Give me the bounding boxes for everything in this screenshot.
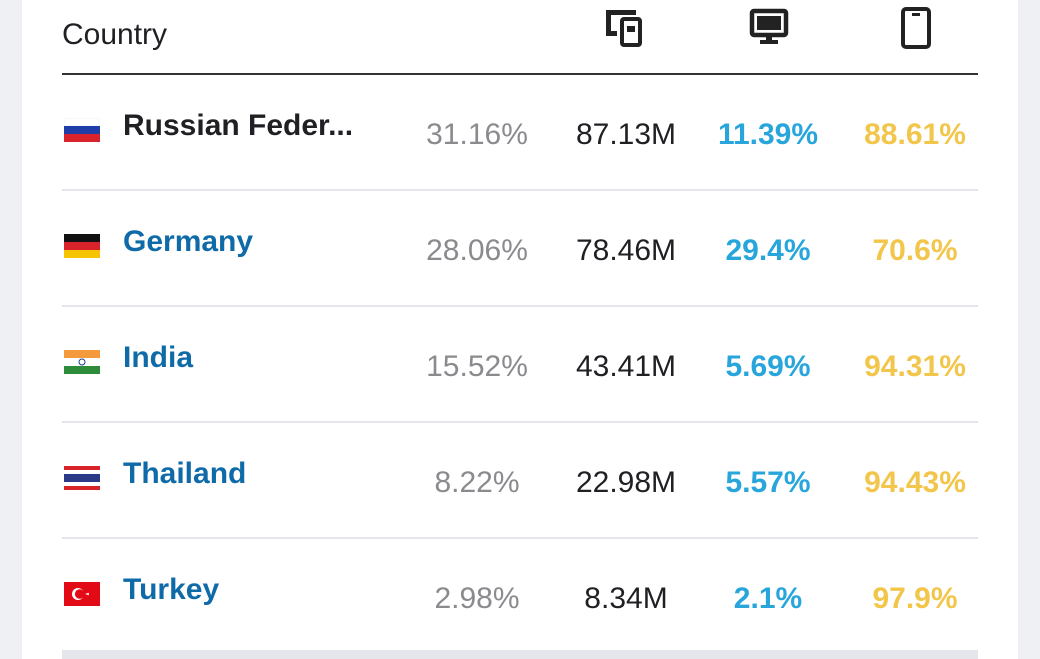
- desktop-icon[interactable]: [747, 6, 791, 50]
- all-devices-icon[interactable]: [603, 6, 647, 50]
- country-name[interactable]: Germany: [123, 225, 254, 258]
- table-footer-bar: [62, 650, 978, 659]
- traffic-share: 15.52%: [426, 350, 528, 383]
- table-row[interactable]: Germany 28.06% 78.46M 29.4% 70.6%: [62, 190, 978, 307]
- country-name[interactable]: Thailand: [123, 457, 247, 490]
- india-flag: [64, 350, 100, 374]
- country-name[interactable]: Russian Feder...: [123, 109, 354, 142]
- mobile-share: 70.6%: [872, 234, 958, 267]
- table-row[interactable]: Thailand 8.22% 22.98M 5.57% 94.43%: [62, 422, 978, 539]
- turkey-flag: [64, 582, 100, 606]
- visits-count: 87.13M: [575, 118, 677, 151]
- table-row[interactable]: India 15.52% 43.41M 5.69% 94.31%: [62, 306, 978, 423]
- germany-flag: [64, 234, 100, 258]
- mobile-share: 88.61%: [864, 118, 966, 151]
- desktop-share: 5.57%: [725, 466, 811, 499]
- desktop-share: 5.69%: [725, 350, 811, 383]
- country-name[interactable]: Turkey: [123, 573, 220, 606]
- visits-count: 78.46M: [575, 234, 677, 267]
- country-name[interactable]: India: [123, 341, 194, 374]
- traffic-share: 28.06%: [426, 234, 528, 267]
- traffic-by-country-card: Country: [22, 0, 1018, 659]
- traffic-share: 31.16%: [426, 118, 528, 151]
- mobile-icon[interactable]: [894, 6, 938, 50]
- table-row[interactable]: Turkey 2.98% 8.34M 2.1% 97.9%: [62, 538, 978, 653]
- mobile-share: 94.31%: [864, 350, 966, 383]
- table-header: Country: [62, 0, 978, 75]
- country-column-header[interactable]: Country: [62, 18, 168, 51]
- traffic-share: 8.22%: [434, 466, 520, 499]
- desktop-share: 2.1%: [733, 582, 803, 615]
- russia-flag: [64, 118, 100, 142]
- visits-count: 8.34M: [584, 582, 668, 615]
- visits-count: 22.98M: [575, 466, 677, 499]
- mobile-share: 97.9%: [872, 582, 958, 615]
- table-row[interactable]: Russian Feder... 31.16% 87.13M 11.39% 88…: [62, 74, 978, 191]
- desktop-share: 29.4%: [725, 234, 811, 267]
- traffic-share: 2.98%: [434, 582, 520, 615]
- thailand-flag: [64, 466, 100, 490]
- desktop-share: 11.39%: [717, 118, 819, 151]
- visits-count: 43.41M: [575, 350, 677, 383]
- mobile-share: 94.43%: [864, 466, 966, 499]
